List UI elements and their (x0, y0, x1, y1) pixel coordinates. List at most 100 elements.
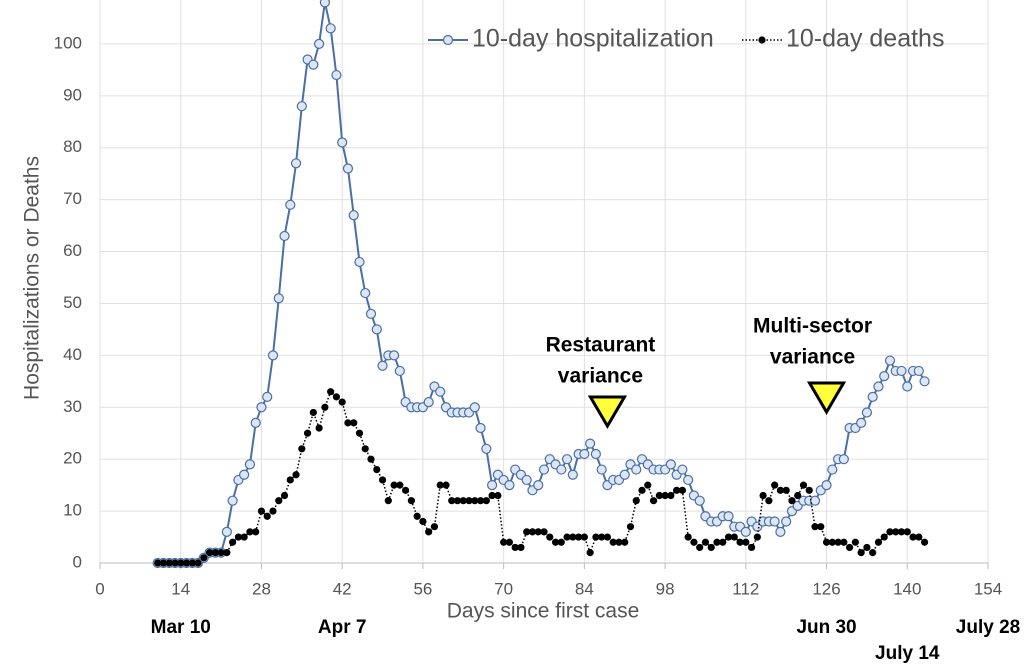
data-point (817, 523, 825, 531)
data-point (585, 438, 596, 449)
data-point (586, 549, 594, 557)
data-point (273, 293, 284, 304)
data-point (407, 497, 415, 505)
x-tick-label: 70 (494, 579, 513, 598)
data-point (200, 554, 208, 562)
data-point (809, 495, 821, 506)
annotation-text: variance (558, 365, 643, 388)
data-point (765, 497, 773, 505)
data-point (211, 549, 219, 557)
x-tick-label: 84 (575, 579, 594, 598)
data-point (469, 402, 480, 413)
data-point (592, 533, 600, 541)
data-point (275, 497, 283, 505)
data-point (794, 491, 802, 500)
data-point (303, 429, 312, 437)
data-point (256, 402, 267, 413)
y-tick-label: 30 (63, 397, 82, 416)
data-point (799, 481, 808, 489)
data-point (413, 512, 421, 520)
date-label: Apr 7 (318, 617, 367, 638)
data-point (240, 533, 248, 541)
data-point (388, 350, 400, 361)
data-point (840, 538, 848, 546)
data-point (165, 559, 173, 567)
data-point (269, 507, 277, 515)
legend-label: 10-day deaths (786, 25, 944, 53)
data-point (856, 417, 867, 428)
y-tick-label: 50 (63, 293, 82, 312)
data-point (315, 424, 323, 432)
data-point (857, 549, 865, 557)
x-tick-label: 28 (252, 579, 271, 598)
data-point (453, 497, 462, 505)
data-point (805, 486, 813, 494)
data-point (267, 350, 279, 361)
data-point (759, 491, 767, 500)
data-point (879, 371, 890, 382)
annotation-marker (587, 395, 628, 429)
x-tick-label: 56 (413, 579, 432, 598)
data-point (279, 230, 290, 242)
data-point (205, 549, 214, 557)
data-point (280, 491, 289, 500)
data-point (217, 549, 225, 557)
data-point (194, 559, 202, 567)
data-point (504, 480, 515, 491)
data-point (365, 308, 377, 319)
data-point (690, 538, 698, 546)
annotation-marker (806, 381, 847, 415)
data-point (678, 486, 686, 494)
data-point (707, 543, 715, 552)
data-point (517, 543, 525, 552)
data-point (377, 360, 388, 371)
data-point (430, 523, 439, 531)
data-point (419, 517, 427, 526)
data-point (331, 69, 342, 81)
data-point (344, 419, 352, 427)
annotation-text: Multi-sector (753, 315, 872, 338)
data-point (719, 538, 727, 546)
data-point (730, 533, 738, 541)
data-point (827, 464, 838, 475)
data-point (861, 407, 873, 418)
data-point (694, 495, 705, 506)
data-point (171, 559, 179, 567)
data-point (684, 533, 692, 541)
data-point (361, 445, 369, 453)
data-point (488, 491, 496, 500)
data-point (769, 516, 780, 527)
data-point (475, 422, 486, 434)
data-point (665, 459, 676, 470)
data-point (644, 481, 652, 489)
data-point (459, 497, 467, 505)
data-point (511, 543, 519, 552)
data-point (776, 486, 785, 494)
data-point (384, 497, 392, 505)
data-point (402, 486, 410, 494)
data-point (713, 538, 721, 546)
x-tick-label: 112 (732, 579, 759, 598)
data-point (481, 443, 492, 454)
data-point (828, 538, 836, 546)
data-point (487, 480, 498, 491)
data-point (182, 559, 191, 567)
data-point (892, 528, 900, 536)
data-point (919, 376, 930, 387)
data-point (696, 543, 704, 552)
data-point (580, 533, 588, 541)
data-point (309, 408, 317, 417)
data-point (396, 481, 404, 489)
data-point (567, 469, 578, 480)
data-point (873, 381, 884, 392)
data-point (355, 429, 364, 437)
data-point (724, 533, 733, 541)
data-point (723, 511, 734, 522)
data-point (234, 533, 242, 541)
data-point (337, 137, 348, 148)
data-point (533, 480, 544, 491)
data-point (590, 448, 601, 460)
x-tick-label: 126 (812, 579, 840, 598)
annotation-text: Restaurant (546, 334, 656, 357)
